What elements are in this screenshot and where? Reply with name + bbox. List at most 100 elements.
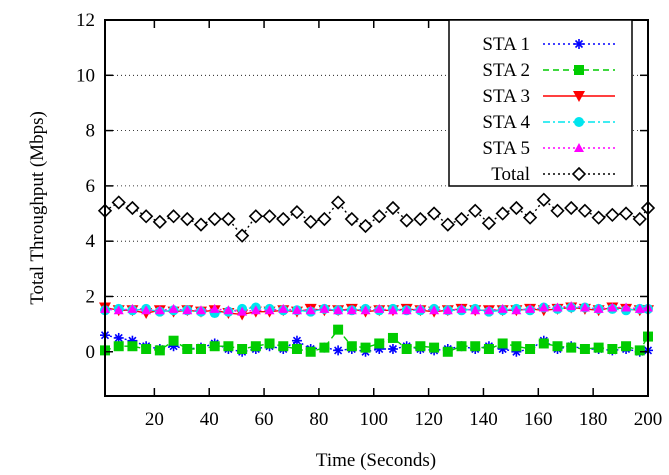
data-point xyxy=(632,211,647,227)
data-point xyxy=(525,344,536,354)
data-point xyxy=(234,228,250,243)
y-tick-label: 10 xyxy=(76,65,95,86)
data-point xyxy=(621,341,632,352)
data-point xyxy=(250,341,261,352)
data-point xyxy=(538,302,549,312)
data-point xyxy=(168,303,179,313)
data-point xyxy=(387,332,398,343)
legend-box xyxy=(448,19,633,187)
x-tick-label: 20 xyxy=(145,409,164,430)
plot-frame xyxy=(104,19,649,397)
data-point xyxy=(454,211,469,227)
x-axis-title: Time (Seconds) xyxy=(316,450,436,471)
y-tick-label: 0 xyxy=(86,342,96,363)
data-point xyxy=(522,210,538,225)
data-point xyxy=(607,344,618,354)
x-tick-label: 40 xyxy=(200,409,219,430)
data-point xyxy=(495,206,510,221)
data-point xyxy=(525,303,536,313)
data-point xyxy=(538,338,549,349)
data-point xyxy=(456,341,467,352)
data-point xyxy=(634,345,645,356)
data-point xyxy=(333,305,344,315)
data-point xyxy=(605,207,620,223)
data-point xyxy=(511,341,522,352)
data-point xyxy=(113,332,124,343)
data-point xyxy=(317,211,332,227)
data-point xyxy=(399,213,414,228)
data-point xyxy=(182,305,193,315)
x-tick-label: 140 xyxy=(469,409,498,430)
data-point xyxy=(360,342,371,353)
data-point xyxy=(566,301,577,311)
data-point xyxy=(374,303,385,313)
data-point xyxy=(193,217,209,232)
legend-label: STA 2 xyxy=(482,60,530,81)
data-point xyxy=(330,195,346,210)
data-point xyxy=(166,209,181,224)
data-point xyxy=(387,344,398,354)
data-point xyxy=(470,305,481,315)
x-tick-label: 60 xyxy=(255,409,274,430)
data-point xyxy=(223,305,234,315)
data-point xyxy=(571,166,587,182)
data-point xyxy=(113,305,124,315)
data-point xyxy=(574,65,584,75)
data-point xyxy=(264,338,275,349)
data-point xyxy=(291,344,302,354)
data-point xyxy=(113,341,124,352)
data-point xyxy=(346,305,357,315)
x-tick-label: 100 xyxy=(360,409,389,430)
data-point xyxy=(152,214,167,229)
data-point xyxy=(237,344,248,354)
series-total xyxy=(97,192,656,243)
data-point xyxy=(429,342,440,353)
y-tick-label: 12 xyxy=(76,10,95,31)
data-point xyxy=(426,206,442,221)
data-point xyxy=(579,302,590,312)
legend-label: Total xyxy=(491,164,530,185)
y-tick-label: 6 xyxy=(86,176,96,197)
data-point xyxy=(319,342,330,353)
y-tick-label: 8 xyxy=(86,121,96,142)
data-point xyxy=(564,200,579,216)
data-point xyxy=(209,341,220,352)
data-point xyxy=(154,305,165,315)
data-point xyxy=(552,302,563,312)
data-point xyxy=(470,341,481,352)
data-point xyxy=(552,341,563,352)
data-point xyxy=(573,91,585,102)
legend-label: STA 1 xyxy=(482,34,530,55)
legend-label: STA 4 xyxy=(482,112,530,133)
data-point xyxy=(577,203,593,218)
series-layer xyxy=(97,192,656,357)
legend-label: STA 3 xyxy=(482,86,530,107)
data-point xyxy=(221,211,236,227)
data-point xyxy=(278,341,289,352)
data-point xyxy=(248,209,263,224)
data-point xyxy=(372,209,387,224)
data-point xyxy=(319,303,330,313)
data-point xyxy=(468,203,483,218)
data-point xyxy=(250,305,261,315)
data-point xyxy=(536,192,551,207)
series-sta-2 xyxy=(100,324,653,357)
data-point xyxy=(141,305,152,315)
data-point xyxy=(289,205,305,220)
data-point xyxy=(591,210,606,225)
data-point xyxy=(360,305,371,315)
data-point xyxy=(456,303,467,313)
data-point xyxy=(509,200,524,216)
data-point xyxy=(550,203,565,218)
data-point xyxy=(358,218,373,234)
data-point xyxy=(387,305,398,315)
data-point xyxy=(483,305,494,315)
data-point xyxy=(264,305,275,315)
data-point xyxy=(442,305,453,315)
data-point xyxy=(579,344,590,354)
data-point xyxy=(574,117,584,127)
data-point xyxy=(305,305,316,315)
data-point xyxy=(415,341,426,352)
data-point xyxy=(401,305,412,315)
